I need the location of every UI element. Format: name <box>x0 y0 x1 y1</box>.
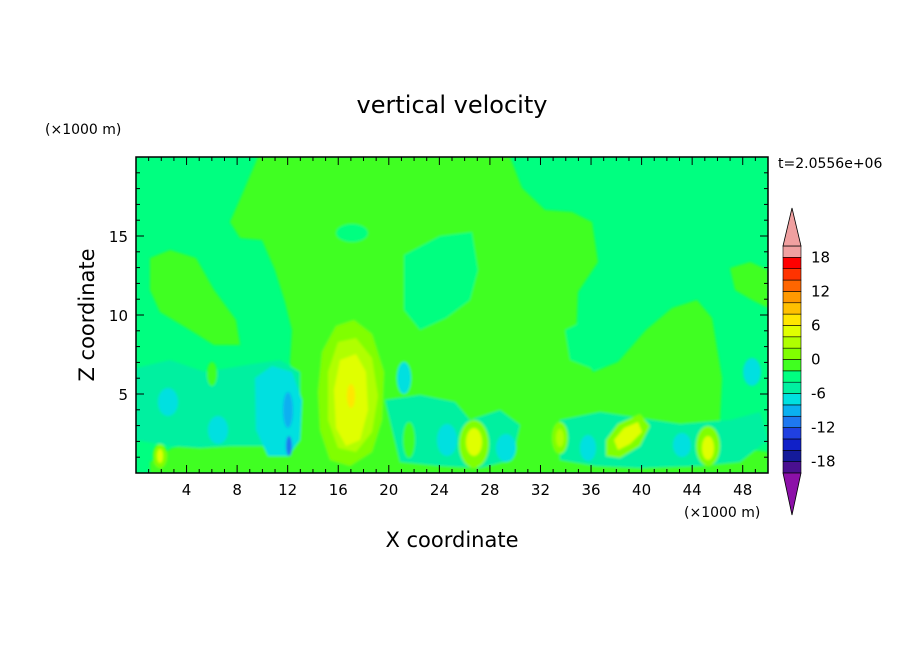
weak-updraft-left <box>150 250 240 345</box>
colorbar-bin <box>782 302 802 315</box>
x-unit-label: (×1000 m) <box>684 505 760 521</box>
x-tick-label: 8 <box>232 481 242 499</box>
colorbar-bin <box>782 461 802 474</box>
x-axis-ticks: 4 8 12 16 20 24 28 32 36 40 44 48 <box>148 157 756 499</box>
y-unit-label: (×1000 m) <box>45 122 121 138</box>
x-tick-label: 12 <box>278 481 297 499</box>
colorbar-tick-label: 0 <box>811 351 821 369</box>
downdraft-patch <box>580 435 596 461</box>
downdraft-patch <box>158 388 178 416</box>
x-tick-label: 32 <box>531 481 550 499</box>
colorbar-bin <box>782 415 802 428</box>
downdraft-patch <box>397 362 411 394</box>
colorbar-bin <box>782 438 802 451</box>
colorbar-bin <box>782 268 802 281</box>
colorbar-bin <box>782 427 802 440</box>
updraft-cell-core <box>614 422 642 450</box>
colorbar-tick-label: -6 <box>811 385 826 403</box>
colorbar-bin <box>782 359 802 372</box>
colorbar-bin <box>782 393 802 406</box>
x-tick-label: 20 <box>379 481 398 499</box>
x-tick-label: 4 <box>182 481 192 499</box>
x-tick-label: 36 <box>581 481 600 499</box>
y-tick-label: 10 <box>109 307 128 325</box>
downdraft-patch <box>255 366 302 456</box>
downdraft-patch <box>743 358 761 386</box>
x-axis-label: X coordinate <box>385 528 518 552</box>
x-tick-label: 24 <box>430 481 449 499</box>
y-axis-ticks: 5 10 15 <box>109 172 768 458</box>
updraft-cell <box>526 436 538 464</box>
x-tick-label: 44 <box>683 481 702 499</box>
strong-downdraft-core <box>286 436 292 456</box>
updraft-cell <box>403 422 415 458</box>
downdraft-patch <box>673 433 691 457</box>
neutral-pocket-right <box>565 318 615 370</box>
strong-downdraft-patch <box>283 392 293 428</box>
colorbar-bin <box>782 449 802 462</box>
colorbar: 18 12 6 0 -6 -12 -18 <box>782 207 836 516</box>
x-tick-label: 28 <box>480 481 499 499</box>
field-contours <box>136 157 768 473</box>
colorbar-bin <box>782 381 802 394</box>
chart-title: vertical velocity <box>357 91 548 119</box>
y-tick-label: 15 <box>109 228 128 246</box>
colorbar-tick-label: 6 <box>811 316 821 334</box>
updraft-cell <box>207 362 217 386</box>
colorbar-bin <box>782 347 802 360</box>
colorbar-tick-label: 18 <box>811 248 830 266</box>
x-tick-label: 16 <box>329 481 348 499</box>
colorbar-bin <box>782 325 802 338</box>
downdraft-patch <box>208 416 228 444</box>
y-axis-label: Z coordinate <box>75 248 99 381</box>
colorbar-tick-label: -12 <box>811 419 836 437</box>
weak-updraft-right <box>730 262 768 308</box>
plot-area <box>136 157 768 473</box>
colorbar-bin <box>782 257 802 270</box>
downdraft-patch <box>496 434 516 462</box>
downdraft-patch <box>437 424 457 456</box>
updraft-cell-core <box>556 429 564 447</box>
colorbar-tick-label: 12 <box>811 282 830 300</box>
updraft-cell-core <box>466 428 482 456</box>
updraft-core-peak <box>347 384 355 408</box>
colorbar-tick-label: -18 <box>811 453 836 471</box>
colorbar-lower-extension <box>782 472 802 516</box>
time-label: t=2.0556e+06 <box>778 156 882 172</box>
updraft-cell-core <box>157 449 163 463</box>
colorbar-bin <box>782 291 802 304</box>
neutral-pocket <box>404 232 478 330</box>
colorbar-bin <box>782 313 802 326</box>
colorbar-upper-extension <box>782 207 802 247</box>
neutral-pocket-upper <box>336 224 368 242</box>
colorbar-bin <box>782 336 802 349</box>
colorbar-bin <box>782 404 802 417</box>
colorbar-bin <box>782 370 802 383</box>
colorbar-bin <box>782 245 802 258</box>
updraft-cell-core <box>702 436 714 460</box>
y-tick-label: 5 <box>118 386 128 404</box>
x-tick-label: 48 <box>733 481 752 499</box>
x-tick-label: 40 <box>632 481 651 499</box>
colorbar-bin <box>782 279 802 292</box>
